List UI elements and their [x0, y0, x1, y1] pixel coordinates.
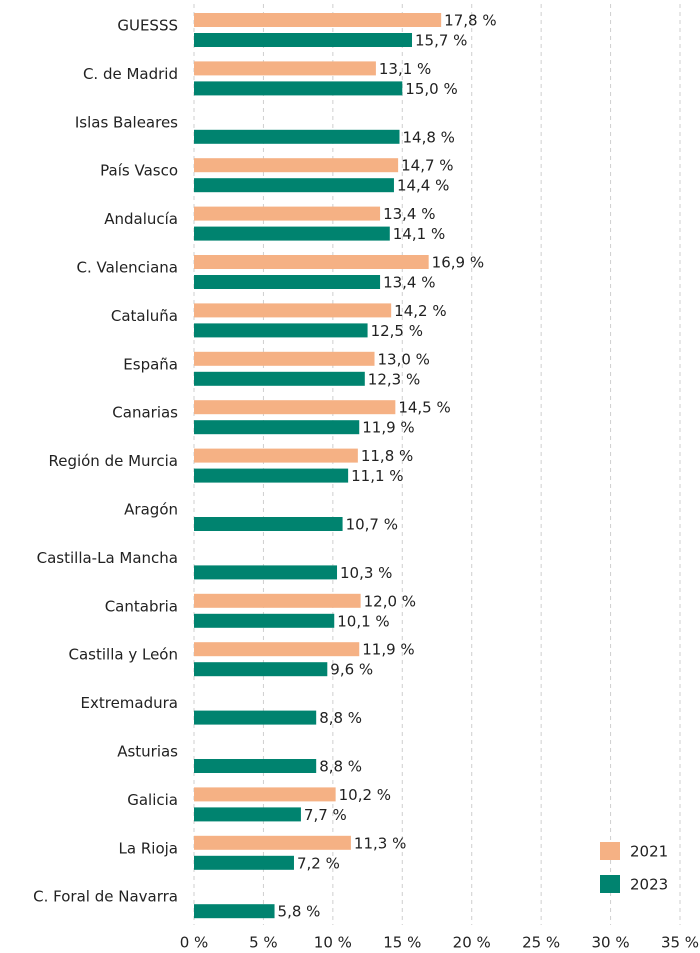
legend-label: 2023 [630, 876, 668, 894]
value-label: 13,4 % [383, 205, 435, 223]
bar [194, 33, 413, 47]
bar [194, 400, 396, 415]
bar [194, 255, 429, 269]
x-tick-label: 25 % [522, 934, 560, 952]
category-label: Cantabria [105, 597, 178, 615]
bar [194, 323, 368, 338]
bar [194, 61, 376, 76]
x-tick-label: 35 % [661, 934, 699, 952]
value-label: 14,4 % [397, 177, 449, 195]
value-label: 7,2 % [297, 854, 340, 872]
bar [194, 904, 275, 919]
value-label: 14,8 % [403, 128, 455, 146]
bar [194, 420, 360, 435]
value-label: 16,9 % [432, 254, 484, 272]
value-label: 14,5 % [398, 399, 450, 417]
value-label: 11,8 % [361, 447, 413, 465]
value-label: 5,8 % [278, 903, 321, 921]
bar [194, 807, 301, 822]
bar [194, 855, 294, 870]
value-label: 14,7 % [401, 157, 453, 175]
category-label: Castilla-La Mancha [37, 549, 178, 567]
category-label: Región de Murcia [48, 452, 178, 470]
bar [194, 13, 442, 27]
category-label: Andalucía [104, 210, 178, 228]
bar [194, 129, 400, 144]
category-label: Castilla y León [69, 646, 178, 664]
bar [194, 565, 338, 580]
value-label: 13,1 % [379, 60, 431, 78]
legend-swatch [600, 842, 620, 860]
x-tick-label: 10 % [314, 934, 352, 952]
bar [194, 351, 375, 366]
bar [194, 759, 317, 773]
value-label: 17,8 % [444, 12, 496, 30]
value-label: 11,9 % [362, 419, 414, 437]
bar [194, 468, 349, 483]
bar [194, 448, 358, 463]
value-label: 11,3 % [354, 834, 406, 852]
x-tick-label: 0 % [180, 934, 209, 952]
category-label: C. de Madrid [83, 65, 178, 83]
x-tick-label: 5 % [249, 934, 278, 952]
category-label: Asturias [117, 743, 178, 761]
value-label: 11,1 % [351, 467, 403, 485]
category-label: Islas Baleares [75, 113, 178, 131]
x-tick-label: 20 % [453, 934, 491, 952]
bar [194, 710, 317, 725]
value-label: 10,3 % [340, 564, 392, 582]
value-label: 10,7 % [346, 516, 398, 534]
bar [194, 303, 392, 318]
bar [194, 371, 365, 386]
x-tick-label: 30 % [592, 934, 630, 952]
bar [194, 275, 381, 289]
value-label: 15,0 % [405, 80, 457, 98]
category-label: GUESSS [117, 17, 178, 35]
category-label: Canarias [112, 404, 178, 422]
category-label: Cataluña [111, 307, 178, 325]
category-label: España [123, 355, 178, 373]
legend-label: 2021 [630, 843, 668, 861]
value-label: 11,9 % [362, 641, 414, 659]
value-label: 12,5 % [371, 322, 423, 340]
value-label: 10,1 % [337, 612, 389, 630]
bar [194, 593, 361, 608]
bar [194, 178, 394, 193]
value-label: 13,0 % [378, 350, 430, 368]
value-label: 10,2 % [339, 786, 391, 804]
legend-swatch [600, 875, 620, 893]
value-label: 12,0 % [364, 592, 416, 610]
bar [194, 642, 360, 657]
value-label: 8,8 % [319, 709, 362, 727]
category-label: Galicia [127, 791, 178, 809]
value-label: 14,1 % [393, 225, 445, 243]
category-label: Extremadura [81, 694, 179, 712]
category-label: Aragón [124, 501, 178, 519]
value-label: 9,6 % [330, 661, 373, 679]
value-label: 14,2 % [394, 302, 446, 320]
category-label: País Vasco [100, 162, 178, 180]
value-label: 12,3 % [368, 370, 420, 388]
bar [194, 517, 343, 531]
bar [194, 206, 381, 221]
category-label: C. Foral de Navarra [33, 888, 178, 906]
bar [194, 835, 351, 850]
value-label: 8,8 % [319, 758, 362, 776]
x-tick-label: 15 % [383, 934, 421, 952]
bar [194, 81, 403, 96]
value-label: 13,4 % [383, 274, 435, 292]
bar [194, 787, 336, 802]
bar [194, 226, 390, 241]
value-label: 15,7 % [415, 32, 467, 50]
category-label: C. Valenciana [76, 259, 178, 277]
bar [194, 158, 399, 173]
value-label: 7,7 % [304, 806, 347, 824]
category-label: La Rioja [119, 839, 178, 857]
bar [194, 613, 335, 628]
bar [194, 662, 328, 677]
